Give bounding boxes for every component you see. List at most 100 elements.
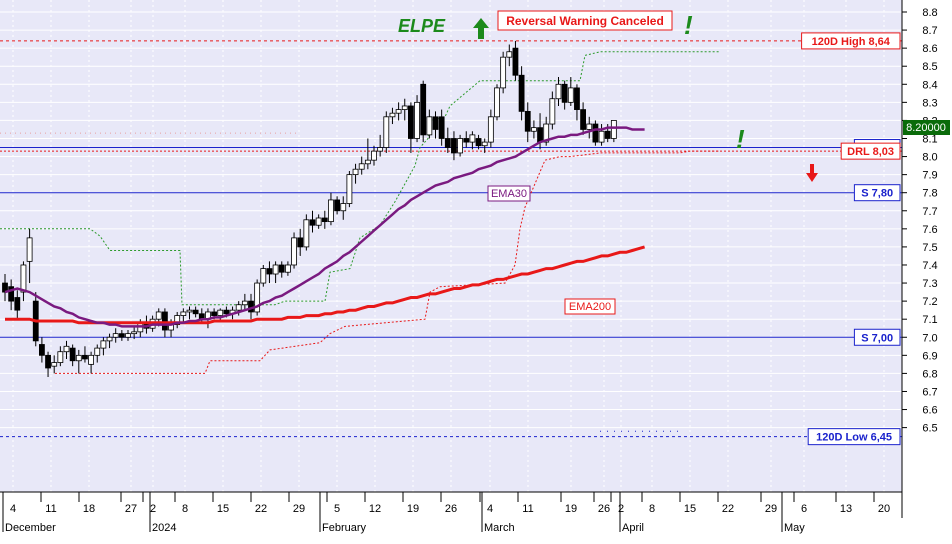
candle-up: [395, 109, 402, 114]
y-tick-label: 7.2: [922, 296, 937, 308]
y-tick-label: 6.9: [922, 350, 937, 362]
candle-up: [100, 340, 107, 349]
candle-up: [457, 138, 464, 154]
moving-averages: [4, 126, 646, 328]
candle-up: [328, 199, 334, 223]
candle-up: [272, 264, 279, 275]
grid: [0, 0, 902, 492]
candle-up: [567, 87, 574, 103]
candle-up: [254, 282, 261, 313]
date-axis: 4 11 18 27 2 8 15 22 29 5 12 19 26 4 11 19 26 2 8 15 22 29 6 13…: [0, 491, 902, 534]
x-tick-label: 22: [255, 503, 267, 515]
candle-down: [14, 297, 21, 311]
y-tick-label: 8.3: [922, 97, 937, 109]
candle-up: [112, 333, 119, 338]
level-label-box: [807, 428, 901, 446]
candle-up: [549, 98, 556, 125]
level-label-box: [801, 32, 901, 50]
price-axis: 8.88.78.68.58.48.38.28.18.07.97.87.77.67…: [901, 0, 938, 518]
candle-up: [481, 141, 488, 147]
signal-box: [497, 10, 673, 31]
candle-up: [531, 127, 537, 132]
candle-up: [125, 333, 131, 338]
x-tick-label: 15: [684, 503, 696, 515]
candle-down: [45, 354, 51, 369]
candle-down: [438, 116, 445, 139]
candle-up: [155, 311, 162, 320]
symbol-title: ELPE: [398, 16, 446, 36]
candle-up: [346, 174, 353, 204]
candle-up: [260, 268, 267, 284]
x-tick-label: 8: [649, 503, 655, 515]
level-label-box: [853, 184, 901, 202]
ema200-label-box: [564, 298, 616, 315]
x-tick-label: 22: [722, 503, 734, 515]
ema30-label: EMA30: [491, 188, 527, 200]
candle-up: [401, 105, 408, 110]
candle-down: [297, 237, 304, 248]
candle-down: [118, 333, 125, 338]
x-tick-label: 15: [217, 503, 229, 515]
x-tick-label: 11: [522, 503, 533, 515]
candle-up: [586, 123, 593, 130]
y-tick-label: 7.3: [922, 278, 937, 290]
candle-up: [543, 123, 550, 143]
x-tick-label: 29: [765, 503, 777, 515]
candle-down: [604, 130, 611, 139]
y-tick-label: 8.6: [922, 43, 937, 55]
candle-up: [494, 87, 500, 118]
x-tick-label: 20: [878, 503, 890, 515]
lower-trailing-stop: [55, 150, 720, 374]
level-label-box: [853, 328, 901, 346]
candle-up: [377, 147, 384, 152]
signal-text: Reversal Warning Canceled: [506, 14, 664, 28]
x-tick-label: 4: [10, 503, 16, 515]
candle-up: [241, 300, 248, 306]
candle-up: [414, 101, 420, 139]
month-label: 2024: [152, 522, 176, 534]
candle-up: [174, 315, 181, 326]
candle-down: [432, 116, 439, 130]
x-tick-label: 11: [45, 503, 56, 515]
candle-down: [309, 219, 316, 226]
x-tick-label: 26: [598, 503, 610, 515]
candle-up: [51, 362, 58, 367]
level-label: DRL 8,03: [847, 146, 894, 158]
candle-down: [518, 74, 525, 112]
y-tick-label: 6.7: [922, 386, 937, 398]
candle-down: [321, 217, 328, 223]
candle-up: [186, 309, 193, 313]
candle-up: [303, 219, 310, 248]
candle-down: [512, 47, 519, 76]
candle-down: [592, 123, 599, 143]
last-price-box: [903, 120, 950, 135]
level-label: 120D High 8,64: [812, 36, 891, 48]
candle-up: [352, 168, 359, 176]
y-tick-label: 8.8: [922, 7, 937, 19]
candle-down: [580, 109, 586, 130]
candle-down: [537, 127, 543, 143]
y-tick-label: 7.7: [922, 206, 937, 218]
candle-up: [131, 331, 138, 335]
x-tick-label: 29: [293, 503, 305, 515]
month-label: March: [484, 522, 515, 534]
y-tick-label: 7.0: [922, 332, 937, 344]
exclamation-icon: !: [684, 10, 693, 40]
candle-down: [475, 138, 482, 147]
candle-up: [20, 264, 27, 293]
candle-up: [383, 116, 390, 148]
candle-down: [420, 83, 427, 136]
candle-up: [487, 116, 494, 143]
y-tick-label: 7.4: [922, 260, 937, 272]
candle-down: [192, 309, 199, 315]
candle-up: [340, 203, 347, 212]
x-tick-label: 4: [487, 503, 493, 515]
down-arrow-icon: [806, 164, 818, 182]
candle-up: [598, 130, 605, 143]
x-tick-label: 2: [618, 503, 624, 515]
candle-down: [82, 354, 88, 360]
candle-up: [94, 347, 101, 356]
candle-down: [69, 347, 76, 362]
candle-up: [88, 354, 94, 365]
